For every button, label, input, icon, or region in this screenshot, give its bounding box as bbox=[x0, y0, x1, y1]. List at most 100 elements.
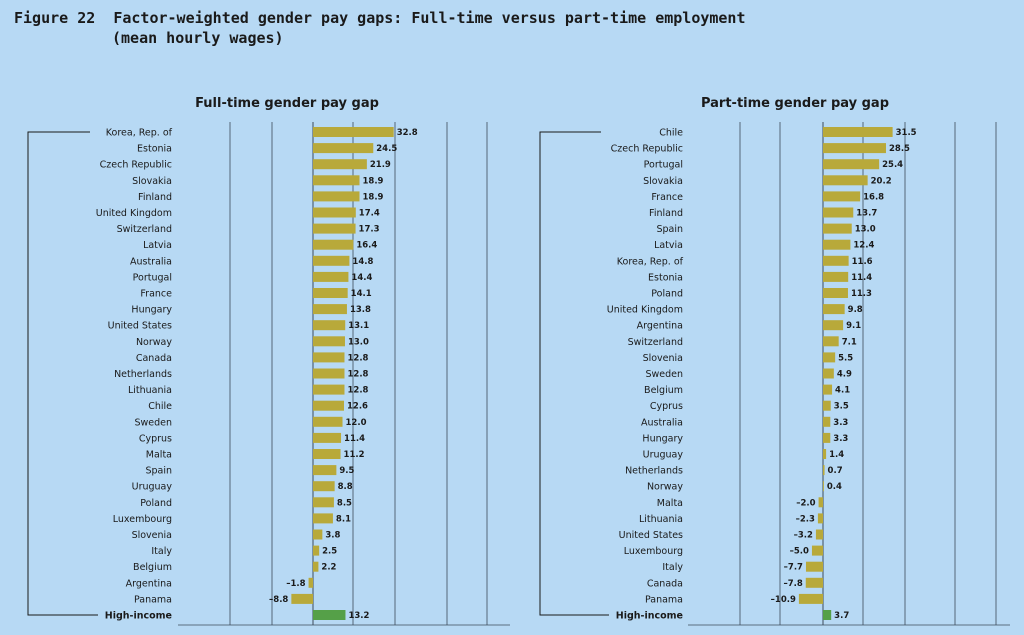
full-time-category-label: Australia bbox=[130, 256, 172, 267]
part-time-bar bbox=[823, 481, 824, 492]
full-time-panel: Full-time gender pay gap Korea, Rep. of 32… bbox=[27, 96, 510, 626]
part-time-bar bbox=[818, 497, 823, 508]
full-time-value-label: 2.2 bbox=[321, 563, 336, 573]
full-time-value-label: 14.1 bbox=[351, 289, 372, 299]
part-time-value-label: 3.3 bbox=[833, 418, 848, 428]
full-time-value-label: 16.4 bbox=[356, 241, 377, 251]
part-time-category-label: Uruguay bbox=[643, 450, 684, 461]
full-time-bar bbox=[313, 352, 345, 363]
part-time-value-label: 25.4 bbox=[882, 160, 903, 170]
part-time-group-bracket bbox=[539, 131, 609, 616]
part-time-bar bbox=[823, 336, 839, 347]
full-time-value-label: 13.1 bbox=[348, 321, 369, 331]
part-time-category-label: Spain bbox=[656, 224, 683, 235]
part-time-category-label: Slovenia bbox=[643, 353, 683, 364]
part-time-bar bbox=[823, 288, 848, 298]
part-time-value-label: 7.1 bbox=[842, 337, 857, 347]
full-time-category-label: United Kingdom bbox=[96, 208, 172, 219]
part-time-category-label: Luxembourg bbox=[624, 546, 683, 557]
part-time-category-label: United States bbox=[619, 530, 683, 541]
full-time-value-label: 13.2 bbox=[348, 611, 369, 621]
full-time-bar bbox=[313, 271, 349, 282]
part-time-bar bbox=[823, 207, 854, 218]
part-time-value-label: 4.9 bbox=[837, 370, 852, 380]
part-time-value-label: 13.0 bbox=[855, 225, 876, 235]
full-time-bar bbox=[313, 545, 320, 556]
full-time-value-label: 18.9 bbox=[362, 176, 383, 186]
full-time-value-label: 21.9 bbox=[370, 160, 391, 170]
full-time-bar bbox=[313, 368, 345, 379]
full-time-category-label: Canada bbox=[136, 353, 172, 364]
part-time-value-label: 9.1 bbox=[846, 321, 861, 331]
full-time-category-label: Switzerland bbox=[117, 224, 172, 235]
part-time-bar bbox=[823, 449, 827, 459]
full-time-bar bbox=[313, 223, 356, 234]
figure-title: Figure 22 Factor-weighted gender pay gap… bbox=[14, 8, 914, 48]
part-time-value-label: –2.3 bbox=[796, 514, 815, 524]
full-time-category-label: Finland bbox=[138, 192, 172, 203]
full-time-bar bbox=[313, 127, 394, 137]
part-time-bar bbox=[823, 432, 831, 443]
part-time-category-label: Argentina bbox=[637, 321, 683, 332]
full-time-value-label: 2.5 bbox=[322, 547, 337, 557]
part-time-category-label: Cyprus bbox=[650, 401, 683, 412]
full-time-bar bbox=[313, 175, 360, 186]
full-time-category-label: Belgium bbox=[133, 562, 172, 573]
part-time-category-label: Korea, Rep. of bbox=[617, 256, 684, 267]
part-time-bar bbox=[823, 465, 825, 476]
full-time-category-label: Argentina bbox=[126, 578, 172, 589]
full-time-bar bbox=[313, 561, 319, 572]
part-time-category-label: Latvia bbox=[654, 240, 683, 251]
figure-title-text: Factor-weighted gender pay gaps: Full-ti… bbox=[113, 9, 746, 27]
full-time-value-label: 18.9 bbox=[362, 192, 383, 202]
full-time-category-label: Cyprus bbox=[139, 433, 172, 444]
part-time-bar bbox=[823, 143, 886, 154]
full-time-bar bbox=[313, 432, 342, 443]
full-time-value-label: 12.8 bbox=[347, 386, 368, 396]
full-time-bar bbox=[313, 304, 347, 315]
full-time-category-label: Chile bbox=[148, 401, 172, 412]
full-time-category-label: United States bbox=[108, 321, 172, 332]
full-time-bar bbox=[313, 239, 354, 250]
full-time-category-label: Hungary bbox=[131, 305, 172, 316]
part-time-category-label: United Kingdom bbox=[607, 305, 683, 316]
full-time-value-label: –8.8 bbox=[269, 595, 288, 605]
part-time-bar bbox=[823, 175, 868, 186]
part-time-value-label: –7.8 bbox=[783, 579, 802, 589]
full-time-category-label: Portugal bbox=[133, 272, 172, 283]
full-time-value-label: 11.4 bbox=[344, 434, 365, 444]
part-time-category-label: Switzerland bbox=[628, 337, 683, 348]
full-time-category-label: Korea, Rep. of bbox=[106, 128, 173, 139]
full-time-category-label: Sweden bbox=[134, 417, 172, 428]
full-time-bar bbox=[313, 529, 323, 540]
full-time-value-label: 12.8 bbox=[347, 353, 368, 363]
full-time-bar bbox=[308, 577, 313, 588]
full-time-value-label: 13.0 bbox=[348, 337, 369, 347]
part-time-category-label: France bbox=[651, 192, 683, 203]
part-time-category-label: Hungary bbox=[642, 433, 683, 444]
part-time-bar bbox=[823, 223, 852, 234]
full-time-value-label: 12.6 bbox=[347, 402, 368, 412]
full-time-category-label: Poland bbox=[140, 498, 172, 509]
full-time-value-label: 3.8 bbox=[325, 531, 340, 541]
part-time-bar bbox=[823, 416, 831, 427]
full-time-category-label: France bbox=[140, 289, 172, 300]
full-time-bar bbox=[313, 481, 335, 492]
full-time-value-label: 8.8 bbox=[338, 482, 353, 492]
part-time-bar bbox=[811, 545, 823, 556]
full-time-category-label: Uruguay bbox=[132, 482, 173, 493]
part-time-category-label: Italy bbox=[662, 562, 683, 573]
part-time-value-label: 12.4 bbox=[853, 241, 874, 251]
part-time-category-label: Slovakia bbox=[643, 176, 683, 187]
part-time-category-label: High-income bbox=[616, 611, 683, 622]
part-time-category-label: Poland bbox=[651, 289, 683, 300]
part-time-value-label: –5.0 bbox=[790, 547, 809, 557]
full-time-value-label: 12.8 bbox=[347, 370, 368, 380]
part-time-category-label: Finland bbox=[649, 208, 683, 219]
part-time-bar bbox=[823, 127, 893, 137]
part-time-value-label: 11.4 bbox=[851, 273, 872, 283]
full-time-value-label: 9.5 bbox=[339, 466, 354, 476]
part-time-value-label: 11.6 bbox=[852, 257, 873, 267]
full-time-category-label: Estonia bbox=[137, 144, 172, 155]
part-time-category-label: Czech Republic bbox=[611, 144, 683, 155]
